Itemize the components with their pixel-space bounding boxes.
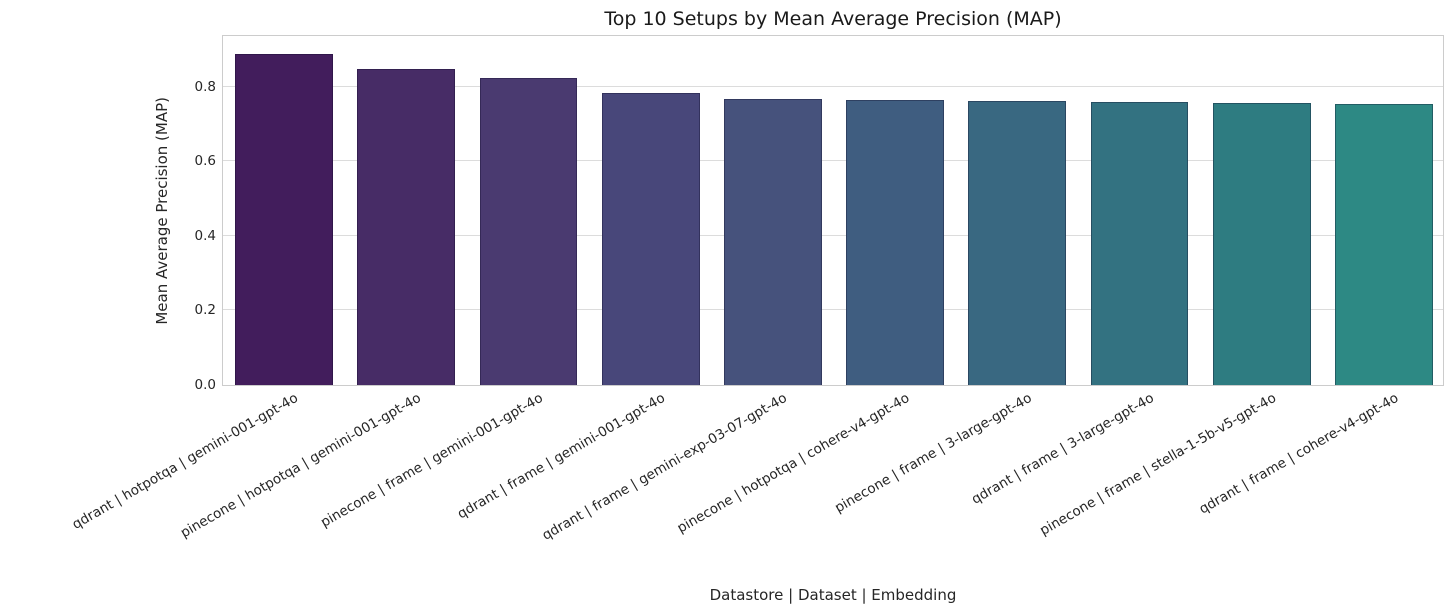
- x-tick-label: pinecone | frame | stella-1-5b-v5-gpt-4o: [1036, 390, 1279, 539]
- chart-title: Top 10 Setups by Mean Average Precision …: [604, 8, 1062, 30]
- bar-7: [968, 101, 1067, 385]
- bar-2: [357, 68, 456, 385]
- x-tick-label: qdrant | frame | gemini-exp-03-07-gpt-4o: [539, 390, 790, 544]
- bar-1: [235, 53, 333, 385]
- x-tick-label: qdrant | hotpotqa | gemini-001-gpt-4o: [69, 390, 302, 533]
- bar-5: [724, 98, 822, 385]
- x-tick-label: pinecone | hotpotqa | gemini-001-gpt-4o: [177, 390, 424, 542]
- bar-9: [1212, 103, 1311, 385]
- gridline: [223, 234, 1443, 236]
- bar-10: [1335, 103, 1433, 385]
- gridline: [223, 85, 1443, 87]
- y-tick-label: 0.8: [194, 78, 216, 95]
- y-tick-label: 0.0: [194, 377, 216, 393]
- bar-3: [479, 77, 578, 385]
- x-tick-label: pinecone | hotpotqa | cohere-v4-gpt-4o: [674, 390, 913, 537]
- bar-8: [1090, 101, 1189, 385]
- plot-area: [222, 35, 1444, 386]
- x-axis-title: Datastore | Dataset | Embedding: [709, 586, 957, 604]
- y-tick-label: 0.4: [194, 227, 216, 244]
- y-tick-label: 0.6: [194, 153, 216, 170]
- y-tick-label: 0.2: [194, 302, 216, 319]
- gridline: [223, 309, 1443, 311]
- y-axis-title: Mean Average Precision (MAP): [153, 96, 171, 325]
- bar-4: [601, 93, 700, 385]
- x-tick-label: pinecone | frame | gemini-001-gpt-4o: [317, 390, 546, 531]
- gridline: [223, 160, 1443, 162]
- x-tick-label: qdrant | frame | cohere-v4-gpt-4o: [1196, 390, 1401, 518]
- bar-6: [846, 99, 944, 385]
- x-tick-label: pinecone | frame | 3-large-gpt-4o: [831, 390, 1035, 517]
- x-tick-label: qdrant | frame | gemini-001-gpt-4o: [454, 390, 668, 523]
